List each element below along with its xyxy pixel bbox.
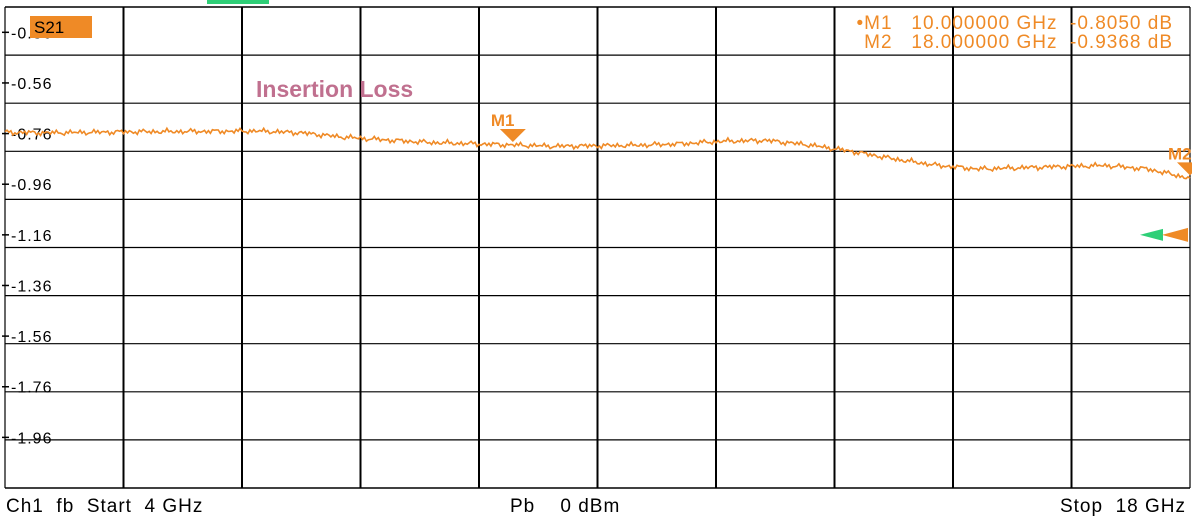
y-tick-label: -1.56 (11, 329, 52, 346)
reference-level-orange-arrow (1162, 227, 1188, 242)
y-tick-label: -1.96 (11, 430, 52, 447)
marker-m1-label: M1 (491, 111, 515, 130)
y-tick-label: -0.56 (11, 76, 52, 93)
top-indicator (207, 0, 269, 4)
chart-title: Insertion Loss (256, 76, 413, 102)
markers: M1 M2 (491, 111, 1192, 176)
footer-start: Ch1 fb Start 4 GHz (6, 496, 203, 516)
marker-readout-m2: M2 18.000000 GHz -0.9368 dB (852, 32, 1173, 53)
y-tick-label: -1.36 (11, 278, 52, 295)
trace-badge-label: S21 (34, 18, 64, 37)
trace-badge[interactable] (30, 16, 92, 38)
s21-trace (4, 126, 1191, 180)
marker-m2-label: M2 (1168, 144, 1192, 163)
y-tick-label: -0.96 (11, 177, 52, 194)
marker-readout-m1: •M1 10.000000 GHz -0.8050 dB (857, 13, 1174, 34)
footer-stop: Stop 18 GHz (1060, 496, 1186, 516)
y-tick-label: -0.76 (11, 127, 52, 144)
y-tick-label: -1.76 (11, 380, 52, 397)
marker-m1-triangle (499, 128, 526, 142)
marker-m2-triangle (1177, 162, 1192, 176)
y-tick-label: -1.16 (11, 228, 52, 245)
reference-level-green-arrow (1140, 228, 1163, 241)
grid (4, 6, 1191, 489)
reference-level-indicator[interactable] (1140, 227, 1188, 242)
footer-power: Pb 0 dBm (510, 496, 620, 516)
